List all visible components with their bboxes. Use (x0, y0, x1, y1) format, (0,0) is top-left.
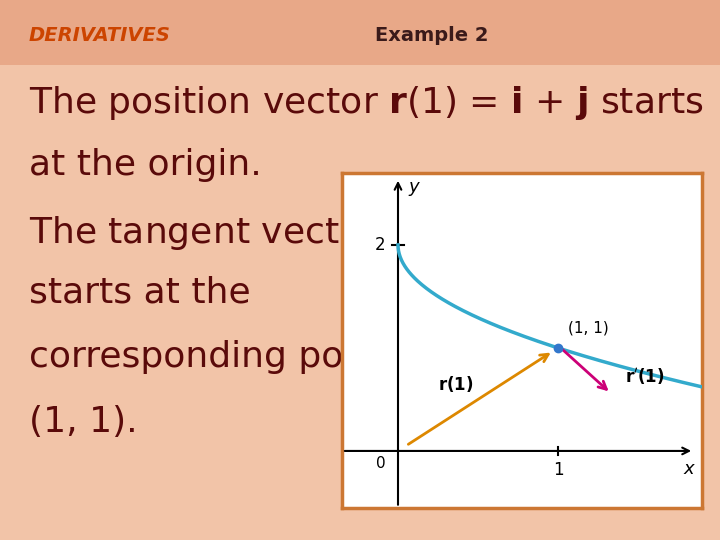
Text: $y$: $y$ (408, 180, 421, 198)
Text: $\mathbf{r}'$(1): $\mathbf{r}'$(1) (625, 366, 665, 387)
Text: 2: 2 (374, 236, 385, 254)
Text: at the origin.: at the origin. (29, 148, 261, 183)
Text: $x$: $x$ (683, 460, 696, 478)
Text: Example 2: Example 2 (375, 25, 489, 45)
Text: $\mathbf{r}$(1): $\mathbf{r}$(1) (438, 374, 473, 394)
Text: (1, 1): (1, 1) (567, 321, 608, 335)
Text: DERIVATIVES: DERIVATIVES (29, 25, 171, 45)
Text: The tangent vector $\mathbf{r}'$(1): The tangent vector $\mathbf{r}'$(1) (29, 213, 463, 253)
Text: 1: 1 (553, 461, 563, 479)
Text: corresponding point: corresponding point (29, 340, 390, 374)
Text: The position vector $\mathbf{r}$(1) = $\mathbf{i}$ + $\mathbf{j}$ starts: The position vector $\mathbf{r}$(1) = $\… (29, 84, 703, 122)
Text: (1, 1).: (1, 1). (29, 405, 138, 439)
Bar (0, 0, 720, 65)
Text: 0: 0 (376, 456, 385, 471)
Text: starts at the: starts at the (29, 275, 251, 309)
